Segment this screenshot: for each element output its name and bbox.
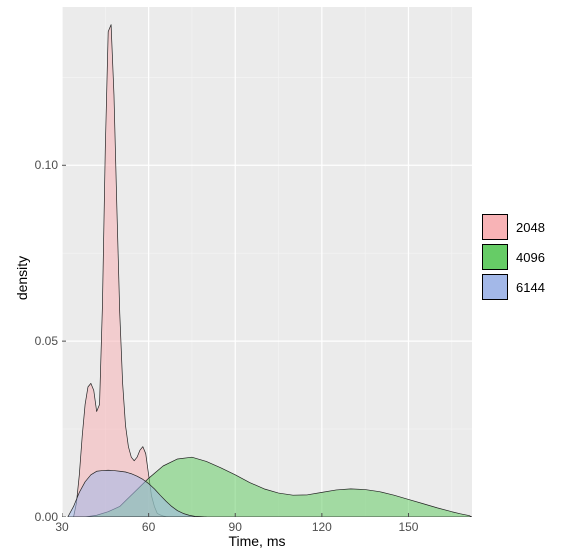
legend-item: 4096 <box>482 242 568 272</box>
legend-label: 2048 <box>516 220 545 235</box>
y-tick-label: 0.05 <box>18 334 58 348</box>
y-tick-label: 0.10 <box>18 158 58 172</box>
legend-label: 4096 <box>516 250 545 265</box>
x-tick-label: 30 <box>55 520 68 534</box>
x-tick-label: 60 <box>142 520 155 534</box>
legend-swatch-icon <box>482 274 508 300</box>
x-tick-label: 150 <box>398 520 418 534</box>
legend-swatch-icon <box>482 244 508 270</box>
legend-item: 2048 <box>482 212 568 242</box>
x-tick-label: 90 <box>229 520 242 534</box>
chart-container: density 0.00 0.05 0.10 30 60 90 120 150 Time, … <box>0 0 572 555</box>
x-tick-label: 120 <box>312 520 332 534</box>
legend-label: 6144 <box>516 280 545 295</box>
legend-item: 6144 <box>482 272 568 302</box>
x-axis-label: Time, ms <box>42 533 472 549</box>
legend: 2048 4096 6144 <box>482 212 568 302</box>
legend-swatch-icon <box>482 214 508 240</box>
plot-svg <box>62 7 472 517</box>
plot-panel <box>62 7 472 517</box>
y-tick-label: 0.00 <box>18 510 58 524</box>
y-axis-label: density <box>14 255 30 299</box>
